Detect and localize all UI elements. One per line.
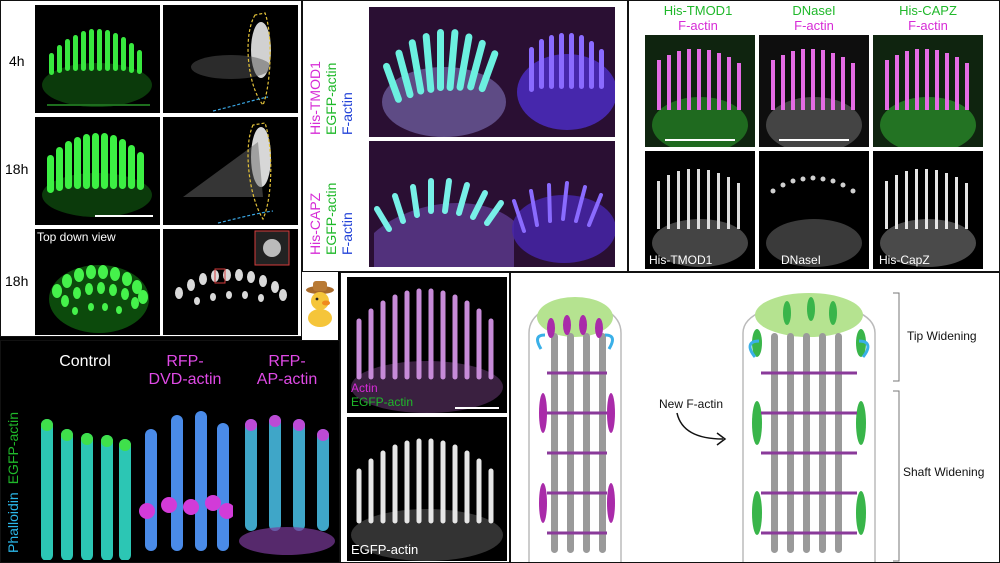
image-dnasei-merge bbox=[759, 35, 869, 147]
panel-e-actin-egfp: Actin EGFP-actin EGFP-actin bbox=[340, 272, 510, 563]
column-header-capz: His-CAPZ F-actin bbox=[873, 3, 983, 33]
side-label-egfp-actin: EGFP-actin bbox=[5, 411, 21, 485]
image-control: Control bbox=[37, 345, 133, 560]
panel-f-widening-model: New F-actin Tip Widening Shaft Widening bbox=[510, 272, 1000, 563]
label-new-f-actin: New F-actin bbox=[659, 397, 724, 411]
image-tmod1-gray: His-TMOD1 bbox=[645, 151, 755, 269]
label-rfp-2: RFP- bbox=[268, 353, 306, 370]
duck-cowboy-icon bbox=[302, 272, 338, 342]
header-his-tmod1: His-TMOD1 bbox=[663, 3, 733, 18]
label-dvd-actin: DVD-actin bbox=[148, 371, 222, 388]
image-capz-merge bbox=[873, 35, 983, 147]
image-dnasei-gray: DNaseI bbox=[759, 151, 869, 269]
side-label-phalloidin: Phalloidin bbox=[5, 492, 21, 553]
image-18h-topdown-green: Top down view bbox=[35, 229, 160, 335]
image-18h-topdown-gray bbox=[163, 229, 298, 335]
column-header-dnasei: DNaseI F-actin bbox=[759, 3, 869, 33]
gray-label-egfp-actin: EGFP-actin bbox=[351, 542, 419, 557]
label-his-capz: His-CAPZ bbox=[307, 192, 323, 255]
label-egfp-actin-e: EGFP-actin bbox=[351, 395, 414, 409]
top-down-view-label: Top down view bbox=[37, 230, 116, 244]
image-4h-side bbox=[163, 5, 298, 113]
scale-bar bbox=[95, 215, 153, 217]
label-his-tmod1: His-TMOD1 bbox=[307, 61, 323, 135]
label-tip-widening: Tip Widening bbox=[907, 329, 977, 343]
label-actin: Actin bbox=[351, 381, 378, 395]
row-label-4h: 4h bbox=[9, 53, 25, 69]
label-f-actin: F-actin bbox=[339, 92, 355, 135]
label-rfp-1: RFP- bbox=[166, 353, 204, 370]
row-label-18h-topdown: 18h bbox=[5, 273, 29, 289]
label-rfp-ap-actin: RFP- AP-actin bbox=[237, 353, 337, 389]
label-rfp-dvd-actin: RFP- DVD-actin bbox=[137, 353, 233, 389]
panel-b-his-tmod1-capz: His-TMOD1 EGFP-actin F-actin His-CAPZ EG… bbox=[302, 0, 628, 272]
header-f-actin-1: F-actin bbox=[678, 18, 718, 33]
image-capz-gray: His-CapZ bbox=[873, 151, 983, 269]
label-egfp-actin-2: EGFP-actin bbox=[323, 182, 339, 255]
side-label-stack: Phalloidin EGFP-actin bbox=[3, 341, 33, 562]
label-stack-row1: His-TMOD1 EGFP-actin F-actin bbox=[307, 17, 367, 137]
gray-label-his-tmod1: His-TMOD1 bbox=[649, 253, 713, 267]
panel-a-time-course: 4h 18h 18h bbox=[0, 0, 302, 337]
widening-schematic bbox=[528, 292, 900, 562]
image-actin-merge: Actin EGFP-actin bbox=[347, 277, 507, 413]
label-stack-e: Actin EGFP-actin bbox=[351, 381, 413, 409]
header-dnasei: DNaseI bbox=[792, 3, 836, 18]
header-f-actin-3: F-actin bbox=[908, 18, 948, 33]
image-egfp-actin-gray: EGFP-actin bbox=[347, 417, 507, 561]
scale-bar bbox=[779, 139, 849, 141]
header-f-actin-2: F-actin bbox=[794, 18, 834, 33]
scale-bar bbox=[455, 407, 499, 409]
image-4h-green bbox=[35, 5, 160, 113]
image-rfp-dvd-actin: RFP- DVD-actin bbox=[137, 345, 233, 560]
stereocilia-bundle bbox=[42, 133, 153, 217]
label-control: Control bbox=[59, 353, 111, 370]
panel-d-actin-variants: Phalloidin EGFP-actin Control RFP- DVD-a… bbox=[0, 340, 340, 563]
row-label-18h: 18h bbox=[5, 161, 29, 177]
scale-bar bbox=[665, 139, 735, 141]
image-his-tmod1-merge bbox=[369, 7, 615, 137]
label-shaft-widening: Shaft Widening bbox=[903, 465, 985, 479]
label-f-actin-2: F-actin bbox=[339, 212, 355, 255]
stereocilia-bundle bbox=[42, 29, 152, 107]
gray-label-his-capz: His-CapZ bbox=[879, 253, 930, 267]
image-his-capz-merge bbox=[369, 141, 615, 267]
column-header-tmod1: His-TMOD1 F-actin bbox=[643, 3, 753, 33]
label-stack-row2: His-CAPZ EGFP-actin F-actin bbox=[307, 143, 367, 263]
image-18h-green bbox=[35, 117, 160, 225]
inset-zoom bbox=[254, 230, 290, 266]
panel-c-capping-probes: His-TMOD1 F-actin DNaseI F-actin His-CAP… bbox=[628, 0, 1000, 272]
image-rfp-ap-actin: RFP- AP-actin bbox=[237, 345, 337, 560]
image-18h-side bbox=[163, 117, 298, 225]
image-tmod1-merge bbox=[645, 35, 755, 147]
gray-label-dnasei: DNaseI bbox=[781, 253, 822, 267]
label-ap-actin: AP-actin bbox=[256, 371, 318, 388]
label-egfp-actin: EGFP-actin bbox=[323, 62, 339, 135]
header-his-capz: His-CAPZ bbox=[899, 3, 957, 18]
